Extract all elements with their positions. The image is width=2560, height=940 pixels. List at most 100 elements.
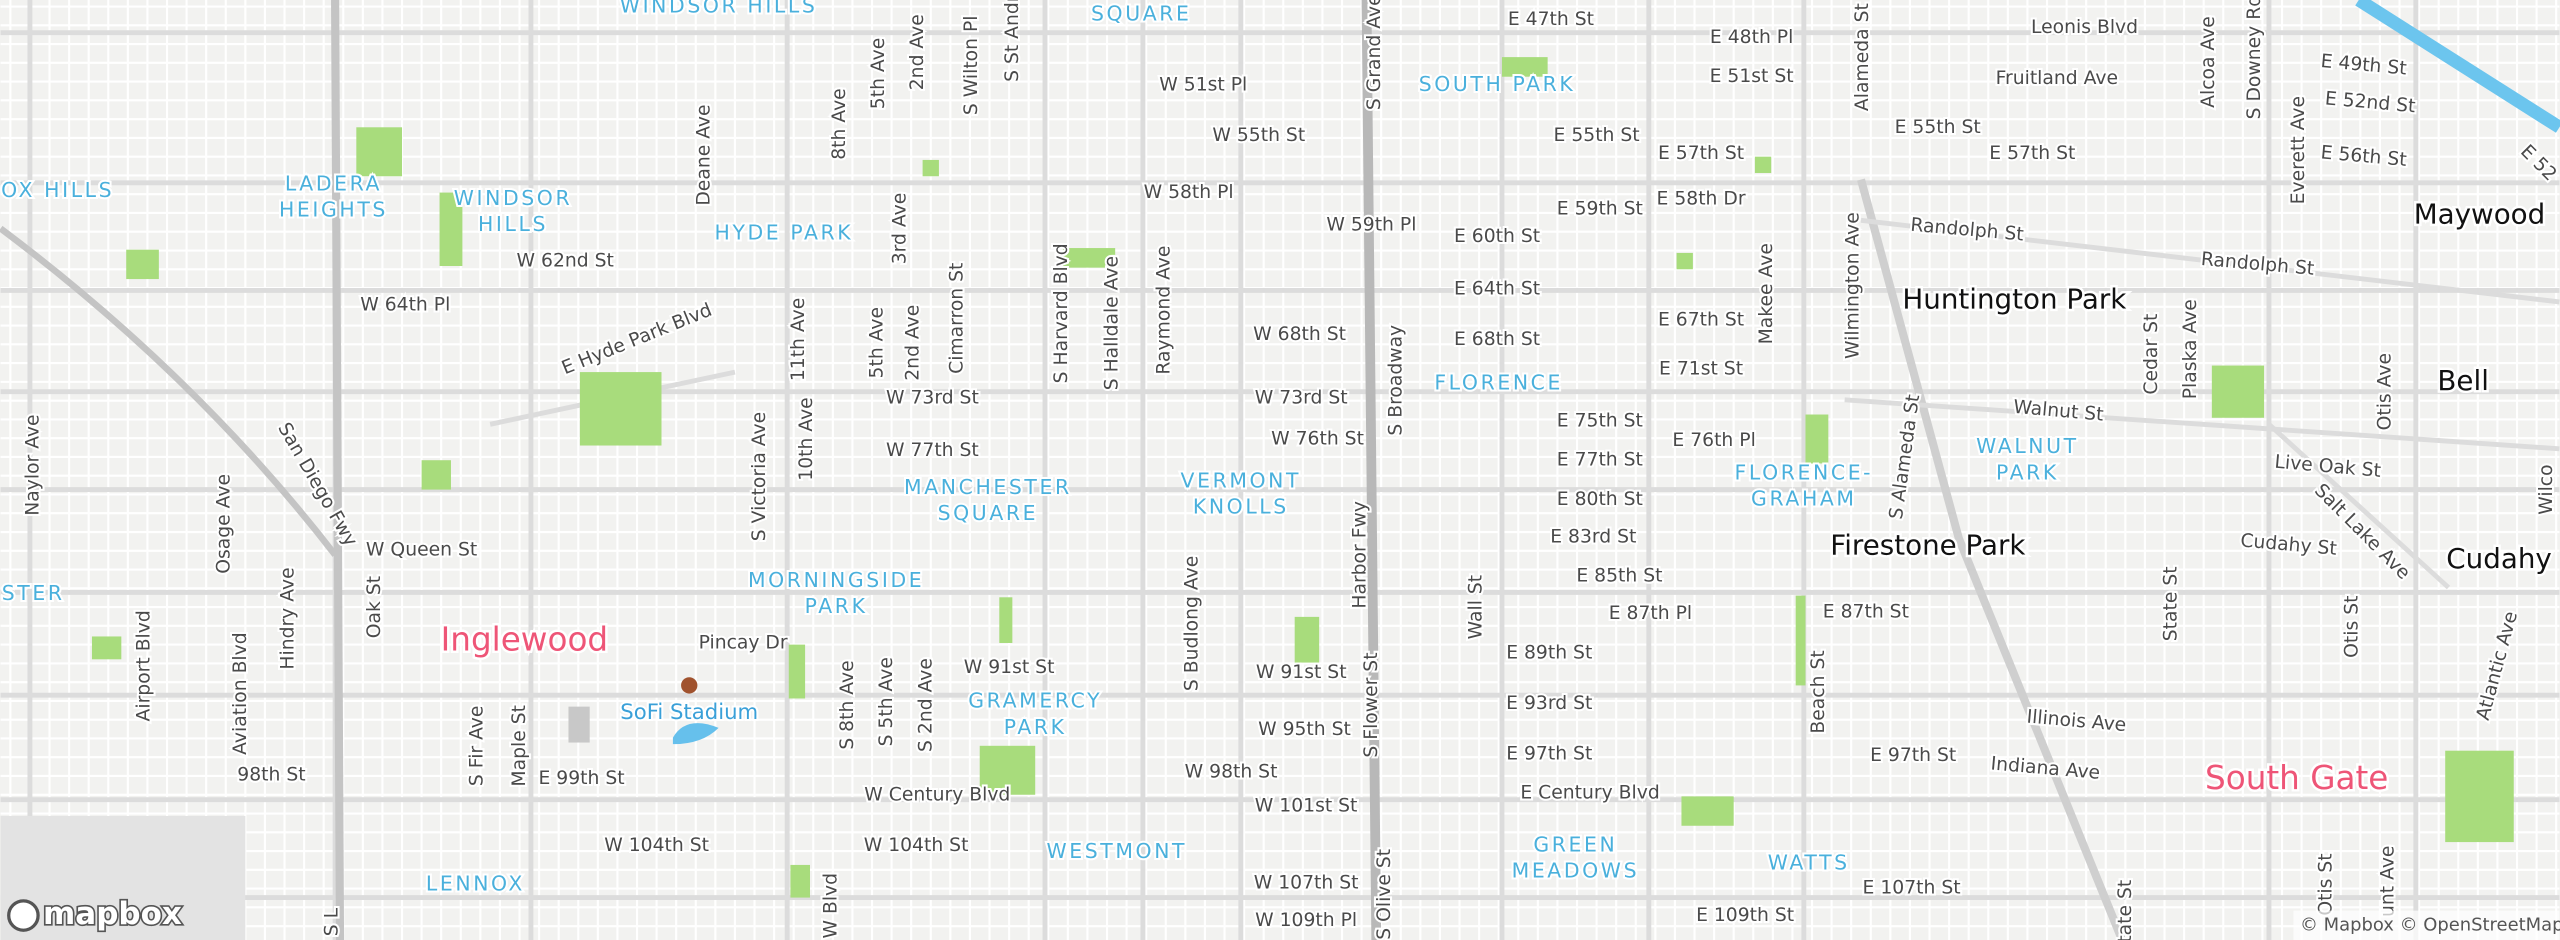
street-label: S 2nd Ave — [915, 658, 936, 752]
park — [579, 372, 662, 446]
freeway — [0, 225, 338, 557]
street-label: unt Ave — [2378, 846, 2399, 917]
street-label: Alameda St — [1852, 3, 1873, 111]
street-label: E 57th St — [1989, 143, 2075, 164]
street-label: E 93rd St — [1506, 693, 1592, 714]
street-label: W 68th St — [1253, 324, 1346, 345]
street-label: S 5th Ave — [876, 657, 897, 746]
neighborhood-label: WESTMONT — [1047, 839, 1188, 863]
neighborhood-label: VERMONT — [1181, 468, 1302, 492]
street-label: W 104th St — [864, 835, 969, 856]
street-label: E 67th St — [1658, 309, 1744, 330]
street-label: S Fir Ave — [467, 706, 488, 787]
street-label: E 109th St — [1696, 905, 1794, 926]
poi-label: SoFi Stadium — [620, 700, 758, 725]
major-road — [2267, 422, 2451, 590]
street-label: Raymond Ave — [1154, 246, 1175, 375]
street-label: Harbor Fwy — [1349, 501, 1370, 609]
neighborhood-label: PARK — [805, 594, 868, 618]
street-label: 5th Ave — [866, 307, 887, 378]
street-label: Alcoa Ave — [2198, 16, 2219, 108]
neighborhood-label: KNOLLS — [1193, 495, 1289, 519]
neighborhood-label: MORNINGSIDE — [748, 568, 924, 592]
park — [126, 249, 159, 280]
airport — [0, 815, 246, 940]
street-label: Plaska Ave — [2180, 299, 2201, 399]
street-label: S Victoria Ave — [749, 412, 770, 541]
neighborhood-label: GREEN — [1533, 832, 1617, 856]
street-label: W Blvd — [821, 873, 842, 939]
street-label: E 58th Dr — [1657, 189, 1746, 210]
city-label: Firestone Park — [1830, 529, 2025, 562]
street-label: State St — [2115, 880, 2136, 940]
street-label: Leonis Blvd — [2031, 17, 2138, 38]
street-label: W 62nd St — [517, 251, 614, 272]
freeway — [331, 0, 345, 940]
street-label: S Grand Ave — [1364, 0, 1385, 110]
street-label: W 98th St — [1185, 761, 1278, 782]
street-label: Hindry Ave — [277, 567, 298, 669]
street-label: S L — [321, 907, 342, 936]
neighborhood-label: PARK — [1004, 715, 1067, 739]
street-label: W 91st St — [964, 657, 1055, 678]
park — [421, 460, 451, 490]
street-label: E 99th St — [538, 768, 624, 789]
street-label: Maple St — [509, 705, 530, 787]
street-label: E 85th St — [1576, 566, 1662, 587]
street-label: Oak St — [364, 576, 385, 638]
street-label: W Queen St — [366, 539, 477, 560]
logo-text[interactable]: mapbox — [41, 894, 183, 933]
attribution[interactable]: © Mapbox © OpenStreetMap — [2300, 914, 2560, 935]
neighborhood-label: SQUARE — [1091, 2, 1192, 26]
street-label: W 101st St — [1255, 796, 1358, 817]
park — [1754, 156, 1772, 173]
street-label: W 51st Pl — [1159, 74, 1247, 95]
street-label: E 97th St — [1870, 745, 1956, 766]
street-label: E 87th St — [1823, 601, 1909, 622]
street-label: S St Andre — [1002, 0, 1023, 82]
street-label: S Harvard Blvd — [1051, 243, 1072, 383]
city-label: Maywood — [2414, 197, 2546, 230]
street-label: S Broadway — [1385, 325, 1406, 436]
park — [790, 864, 810, 898]
neighborhood-label: SOUTH PARK — [1419, 72, 1576, 96]
park — [439, 192, 463, 267]
river — [2355, 0, 2560, 133]
logo: mapbox — [7, 894, 184, 934]
park — [922, 159, 939, 177]
neighborhood-label: GRAHAM — [1751, 486, 1857, 510]
street-label: 8th Ave — [829, 88, 850, 159]
street-label: S Budlong Ave — [1181, 556, 1202, 691]
neighborhood-label: WALNUT — [1976, 434, 2079, 458]
neighborhood-label: OX HILLS — [1, 178, 114, 202]
neighborhood-label: STER — [2, 581, 65, 605]
street-label: E 55th St — [1554, 125, 1640, 146]
street-label: Beach St — [1808, 650, 1829, 733]
street-label: Deane Ave — [693, 104, 714, 205]
street-label: Fruitland Ave — [1996, 68, 2118, 89]
neighborhood-label: SQUARE — [938, 501, 1039, 525]
street-label: S Wilton Pl — [961, 15, 982, 115]
lake — [672, 723, 719, 745]
street-label: Wilmington Ave — [1842, 212, 1863, 359]
park — [1805, 414, 1829, 464]
street-label: W 55th St — [1212, 125, 1305, 146]
street-label: 10th Ave — [796, 397, 817, 480]
park — [1501, 57, 1548, 77]
street-label: 2nd Ave — [907, 14, 928, 90]
street-label: Cimarron St — [946, 263, 967, 374]
major-road — [1860, 217, 2560, 305]
city-label: South Gate — [2205, 759, 2388, 797]
street-label: 5th Ave — [868, 38, 889, 109]
logo-icon — [7, 899, 40, 932]
neighborhood-label: HEIGHTS — [279, 198, 388, 222]
park — [1676, 252, 1693, 270]
freeway — [1361, 0, 1382, 940]
street-label: W 77th St — [886, 440, 979, 461]
attribution-bg — [2293, 910, 2560, 940]
park — [2211, 365, 2265, 418]
street-label: E 64th St — [1454, 278, 1540, 299]
